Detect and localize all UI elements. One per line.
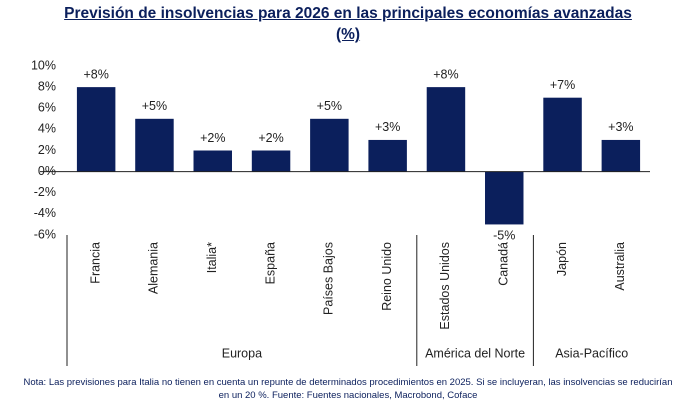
group-label: América del Norte: [425, 346, 525, 360]
x-tick-label: Alemania: [147, 242, 161, 294]
x-tick-label: Reino Unido: [380, 242, 394, 311]
value-label: +3%: [608, 120, 633, 134]
x-tick-label: Francia: [88, 242, 102, 284]
value-label: +7%: [550, 78, 575, 92]
bar: [193, 150, 232, 172]
group-label: Europa: [222, 346, 262, 360]
x-tick-label: Italia*: [205, 242, 219, 273]
bar: [310, 118, 349, 172]
value-label: +8%: [433, 67, 458, 81]
bar: [251, 150, 291, 172]
y-tick-label: -2%: [34, 185, 56, 199]
bar: [485, 171, 524, 225]
value-label: +8%: [83, 67, 108, 81]
bar: [135, 118, 174, 172]
y-tick-label: -4%: [34, 206, 56, 220]
y-tick-label: 6%: [38, 101, 56, 115]
note: Nota: Las previsiones para Italia no tie…: [23, 377, 673, 401]
bar: [426, 87, 466, 172]
value-label: +2%: [200, 131, 225, 145]
chart-title: Previsión de insolvencias para 2026 en l…: [64, 5, 632, 43]
x-tick-label: Japón: [555, 242, 569, 276]
x-tick-label: Australia: [613, 242, 627, 291]
value-label: +5%: [142, 99, 167, 113]
y-tick-label: 10%: [31, 58, 56, 72]
bar: [368, 139, 407, 172]
y-tick-label: 8%: [38, 79, 56, 93]
value-label: +5%: [317, 99, 342, 113]
x-tick-label: España: [263, 242, 277, 284]
y-tick-label: 4%: [38, 122, 56, 136]
value-label: +2%: [258, 131, 283, 145]
x-tick-label: Países Bajos: [322, 242, 336, 315]
y-tick-label: 2%: [38, 143, 56, 157]
x-tick-label: Canadá: [497, 242, 511, 286]
bar: [601, 139, 641, 172]
y-tick-label: 0%: [38, 164, 56, 178]
value-label: -5%: [493, 229, 515, 243]
chart: -6% -4% -2% 0% 2% 4% 6% 8% 10% +8% Francia +5% Alema…: [31, 58, 650, 366]
y-tick-label: -6%: [34, 227, 56, 241]
bar: [76, 87, 116, 172]
value-label: +3%: [375, 120, 400, 134]
bar: [543, 97, 582, 172]
x-tick-label: Estados Unidos: [438, 242, 452, 330]
group-label: Asia-Pacífico: [555, 346, 628, 360]
